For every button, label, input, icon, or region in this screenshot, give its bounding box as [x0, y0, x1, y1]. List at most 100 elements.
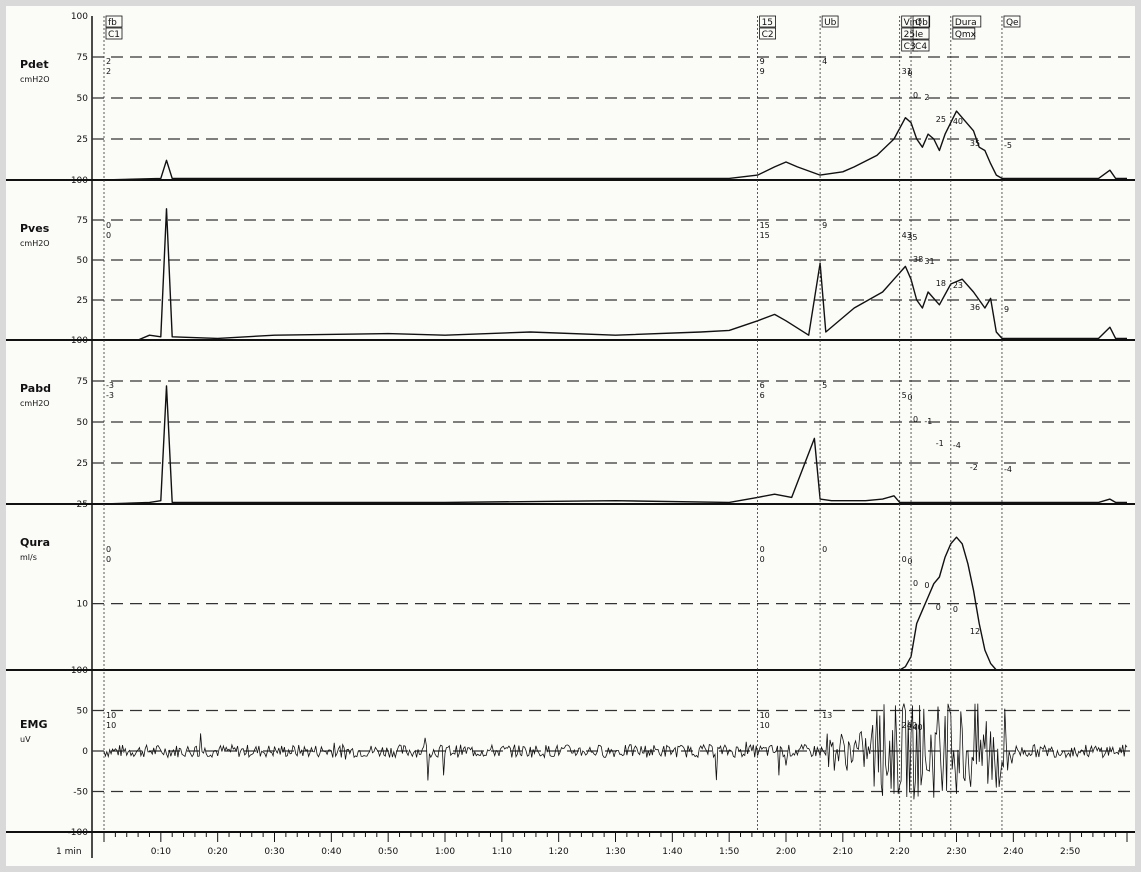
- series-line-pabd: [103, 385, 1127, 505]
- value-annotation-qura: 0: [106, 545, 111, 554]
- ytick-label-pabd: 50: [77, 418, 89, 428]
- panel-label-pves: Pves: [20, 222, 50, 235]
- value-annotation-qura: 0: [760, 545, 765, 554]
- series-line-emg: [103, 703, 1128, 800]
- marker-layer: [103, 15, 1021, 832]
- value-annotation-pabd: -2: [970, 463, 978, 472]
- value-annotation-emg: 13: [822, 711, 832, 720]
- value-annotation-pdet: 9: [760, 67, 765, 76]
- value-annotation-pdet: -5: [1004, 141, 1012, 150]
- value-annotation-pves: 18: [936, 279, 946, 288]
- ytick-label-emg: -50: [73, 788, 88, 798]
- ytick-label-pdet: 75: [77, 53, 88, 63]
- value-annotation-pdet: 2: [106, 67, 111, 76]
- event-marker-box: [912, 39, 930, 52]
- ytick-label-emg: 50: [77, 707, 89, 717]
- value-annotation-qura: 0: [913, 579, 918, 588]
- ytick-label-emg: 0: [82, 747, 88, 757]
- value-annotation-pabd: -3: [106, 381, 114, 390]
- event-marker-label: Ub: [824, 18, 837, 28]
- grid-layer: [6, 16, 1135, 858]
- event-marker-box: [821, 15, 839, 28]
- event-marker-label: Qb: [915, 18, 928, 28]
- panel-unit-qura: ml/s: [20, 553, 37, 562]
- value-annotation-qura: 0: [953, 605, 958, 614]
- value-annotation-pves: 31: [924, 257, 934, 266]
- ytick-label-pdet: 25: [77, 135, 88, 145]
- event-marker-label: Ie: [915, 30, 924, 40]
- value-annotation-pabd: -4: [1004, 465, 1012, 474]
- xtick-label: 0:20: [208, 847, 228, 857]
- value-annotation-pves: 36: [970, 303, 980, 312]
- value-annotation-pves: 15: [760, 231, 770, 240]
- ytick-label-emg: 100: [71, 666, 88, 676]
- series-line-pves: [104, 208, 1127, 341]
- xtick-label: 0:10: [151, 847, 171, 857]
- xtick-label: 2:00: [776, 847, 796, 857]
- value-annotation-qura: 0: [106, 555, 111, 564]
- series-line-qura: [899, 536, 997, 671]
- event-marker-label: C1: [108, 30, 120, 40]
- value-annotation-pves: 0: [106, 231, 111, 240]
- event-marker-box: [759, 15, 776, 28]
- chart-svg: 100755025PdetcmH2O100755025PvescmH2O1007…: [6, 12, 1135, 858]
- series-line-pdet: [103, 110, 1127, 181]
- series-layer: [103, 110, 1128, 800]
- value-annotation-pdet: 0: [907, 69, 912, 78]
- panel-unit-emg: uV: [20, 735, 31, 744]
- xtick-label: 0:50: [378, 847, 398, 857]
- value-annotation-emg: 10: [760, 711, 770, 720]
- value-annotation-pabd: 6: [760, 391, 765, 400]
- value-annotation-pves: 0: [106, 221, 111, 230]
- value-annotation-pdet: 0: [913, 91, 918, 100]
- value-annotation-pves: 9: [822, 221, 827, 230]
- xtick-label: 0:30: [264, 847, 284, 857]
- value-annotation-emg: 240: [902, 721, 917, 730]
- event-marker-label: Vinf: [904, 18, 922, 28]
- event-marker-box: [952, 27, 976, 40]
- value-annotation-pabd: 6: [760, 381, 765, 390]
- xtick-label: 1:30: [605, 847, 625, 857]
- ytick-label-pves: 75: [77, 216, 88, 226]
- xtick-label: 1:50: [719, 847, 739, 857]
- xtick-label: 1:00: [435, 847, 455, 857]
- value-annotation-pabd: 0: [907, 393, 912, 402]
- value-annotation-qura: 0: [907, 557, 912, 566]
- xtick-label: 1:40: [662, 847, 682, 857]
- urodynamic-chart: 100 75 50 25 Pdet cmH2O 100 75 50 25 Pves cmH2O 100 7…: [6, 6, 1135, 866]
- value-annotation-pves: 23: [953, 281, 963, 290]
- value-annotation-pdet: 4: [822, 57, 827, 66]
- time-scale-label: 1 min: [56, 847, 82, 857]
- event-marker-label: Qmx: [955, 30, 977, 40]
- ytick-label-pves: 50: [77, 256, 89, 266]
- event-marker-box: [105, 15, 123, 28]
- event-marker-box: [759, 27, 776, 40]
- event-marker-label: 15: [762, 18, 773, 28]
- xtick-label: 1:10: [492, 847, 512, 857]
- value-annotation-pdet: 9: [760, 57, 765, 66]
- ytick-label-qura: 25: [77, 500, 88, 510]
- value-annotation-pabd: 5: [822, 381, 827, 390]
- event-marker-box: [105, 27, 123, 40]
- value-annotation-pdet: 25: [936, 115, 946, 124]
- ytick-label-qura: 10: [77, 600, 89, 610]
- value-annotation-pves: 43: [902, 231, 912, 240]
- xtick-label: 2:10: [833, 847, 853, 857]
- value-annotation-pdet: 35: [970, 139, 980, 148]
- xtick-label: 2:20: [890, 847, 910, 857]
- xtick-label: 0:40: [321, 847, 341, 857]
- event-marker-label: C3: [904, 42, 916, 52]
- xtick-label: 1:20: [549, 847, 569, 857]
- value-annotation-pves: 35: [907, 233, 917, 242]
- value-annotation-qura: 12: [970, 627, 980, 636]
- value-annotation-pabd: -3: [106, 391, 114, 400]
- panel-label-pabd: Pabd: [20, 382, 51, 395]
- value-annotation-pabd: -1: [924, 417, 932, 426]
- value-annotation-qura: 0: [936, 603, 941, 612]
- event-marker-label: 25: [904, 30, 915, 40]
- ytick-label-pabd: 100: [71, 336, 88, 346]
- event-marker-box: [1003, 15, 1021, 28]
- value-annotation-qura: 0: [760, 555, 765, 564]
- event-marker-label: Qe: [1006, 18, 1019, 28]
- ytick-label-pdet: 50: [77, 94, 89, 104]
